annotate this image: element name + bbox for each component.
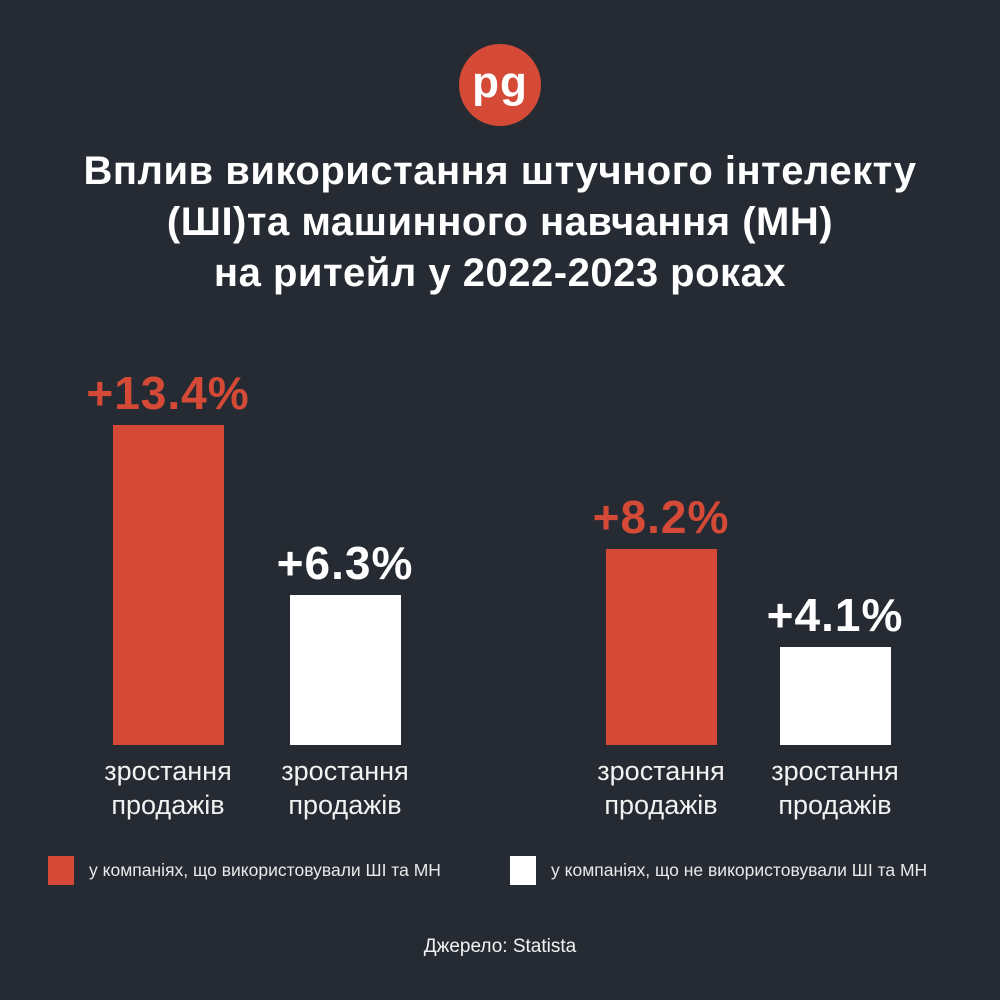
legend-label: у компаніях, що використовували ШІ та МН bbox=[89, 859, 441, 880]
brand-logo: pg bbox=[459, 44, 541, 126]
page-title-line-2: (ШІ)та машинного навчання (МН) bbox=[166, 200, 834, 244]
source-text: Джерело: Statista bbox=[423, 936, 577, 957]
bar-area: +13.4% bbox=[73, 355, 263, 745]
legend-item: у компаніях, що використовували ШІ та МН bbox=[48, 855, 441, 885]
bar-area: +6.3% bbox=[250, 355, 440, 745]
page-title-line-3: на ритейл у 2022-2023 роках bbox=[213, 251, 787, 295]
page-title: Вплив використання штучного інтелекту (Ш… bbox=[0, 146, 1000, 299]
bar-value-label: +4.1% bbox=[766, 589, 904, 641]
bar-column: +8.2% зростання продажів bbox=[566, 355, 756, 822]
bar-category-label: зростання продажів bbox=[281, 756, 409, 820]
bar bbox=[605, 549, 717, 745]
bar-value-label: +8.2% bbox=[592, 491, 730, 543]
legend-swatch bbox=[510, 855, 536, 885]
legend-item: у компаніях, що не використовували ШІ та… bbox=[510, 855, 927, 885]
bar-value-label: +6.3% bbox=[276, 537, 414, 589]
bar-column: +6.3% зростання продажів bbox=[250, 355, 440, 822]
bar-category-label: зростання продажів bbox=[597, 756, 725, 820]
bar-area: +8.2% bbox=[566, 355, 756, 745]
chart-legend: у компаніях, що використовували ШІ та МН… bbox=[0, 855, 1000, 885]
bar-category-label: зростання продажів bbox=[104, 756, 232, 820]
page-title-line-1: Вплив використання штучного інтелекту bbox=[83, 149, 917, 193]
brand-logo-text: pg bbox=[472, 58, 528, 107]
legend-label: у компаніях, що не використовували ШІ та… bbox=[551, 859, 928, 880]
legend-swatch bbox=[48, 855, 74, 885]
bar-chart: +13.4% зростання продажів +6.3% зростанн… bbox=[0, 355, 1000, 820]
bar bbox=[779, 647, 891, 745]
bar-category-label: зростання продажів bbox=[771, 756, 899, 820]
bar-column: +4.1% зростання продажів bbox=[740, 355, 930, 822]
bar bbox=[289, 595, 401, 745]
bar-area: +4.1% bbox=[740, 355, 930, 745]
bar bbox=[112, 425, 224, 745]
bar-value-label: +13.4% bbox=[86, 367, 250, 419]
bar-column: +13.4% зростання продажів bbox=[73, 355, 263, 822]
